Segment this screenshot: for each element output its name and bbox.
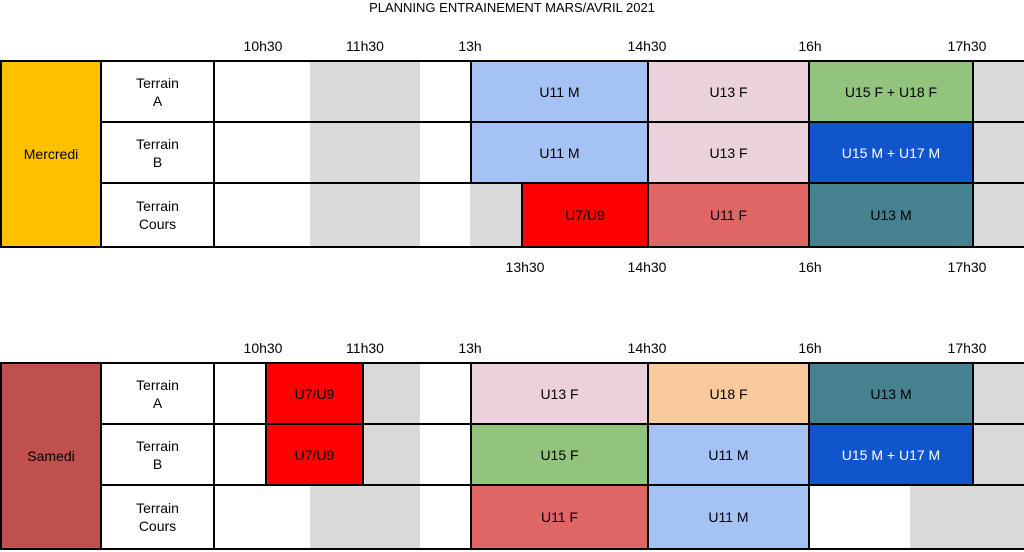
- background: [420, 484, 470, 550]
- background: [213, 362, 265, 425]
- session-block: U13 F: [470, 362, 649, 425]
- background: [213, 182, 310, 248]
- terrain-label: Terrain: [136, 135, 179, 152]
- background: [420, 121, 470, 184]
- session-block: U18 F: [647, 362, 810, 425]
- background: [213, 484, 310, 550]
- time-label: 14h30: [627, 340, 667, 356]
- background: [420, 362, 470, 425]
- background: [420, 182, 470, 248]
- time-label: 14h30: [627, 259, 667, 275]
- session-block: U11 M: [647, 484, 810, 550]
- terrain-label: Terrain: [136, 376, 179, 393]
- time-label: 16h: [798, 340, 822, 356]
- time-label: 17h30: [947, 259, 987, 275]
- background: [213, 121, 310, 184]
- session-block: U15 M + U17 M: [808, 423, 974, 486]
- session-block: U7/U9: [265, 423, 364, 486]
- terrain-label: A: [152, 92, 163, 109]
- time-label: 13h: [458, 38, 482, 54]
- terrain-cell: Terrain Cours: [100, 484, 215, 550]
- day-cell: Samedi: [0, 362, 102, 550]
- terrain-cell: Terrain A: [100, 60, 215, 123]
- session-block: U15 F + U18 F: [808, 60, 974, 123]
- terrain-label: Terrain: [136, 500, 179, 516]
- time-label: 16h: [798, 38, 822, 54]
- session-block: U13 F: [647, 60, 810, 123]
- session-block: U7/U9: [265, 362, 364, 425]
- terrain-cell: Terrain B: [100, 121, 215, 184]
- terrain-label: A: [152, 394, 163, 411]
- session-block: U11 M: [647, 423, 810, 486]
- session-block: U13 F: [647, 121, 810, 184]
- title: PLANNING ENTRAINEMENT MARS/AVRIL 2021: [369, 0, 655, 15]
- session-block: U15 M + U17 M: [808, 121, 974, 184]
- terrain-label: Terrain: [136, 437, 179, 454]
- session-block: U11 F: [470, 484, 649, 550]
- background: [808, 484, 910, 550]
- day-cell: Mercredi: [0, 60, 102, 248]
- terrain-label: B: [152, 455, 163, 472]
- time-label: 16h: [798, 259, 822, 275]
- time-label: 11h30: [346, 38, 384, 54]
- terrain-label: Cours: [138, 518, 177, 534]
- background: [213, 423, 265, 486]
- terrain-cell: Terrain A: [100, 362, 215, 425]
- time-label: 14h30: [627, 38, 667, 54]
- background: [310, 121, 420, 184]
- time-label: 10h30: [243, 38, 283, 54]
- session-block: U11 M: [470, 60, 649, 123]
- background: [420, 423, 470, 486]
- background: [310, 484, 420, 550]
- session-block: U13 M: [808, 362, 974, 425]
- session-block: U11 F: [647, 182, 810, 248]
- session-block: U11 M: [470, 121, 649, 184]
- background: [213, 60, 310, 123]
- time-label: 13h: [458, 340, 482, 356]
- terrain-label: Cours: [138, 216, 177, 232]
- time-label: 10h30: [243, 340, 283, 356]
- session-block: U15 F: [470, 423, 649, 486]
- time-label: 17h30: [947, 38, 987, 54]
- time-label: 13h30: [505, 259, 545, 275]
- background: [310, 182, 420, 248]
- terrain-label: B: [152, 153, 163, 170]
- background: [910, 484, 1024, 550]
- background: [420, 60, 470, 123]
- time-label: 11h30: [346, 340, 384, 356]
- terrain-label: Terrain: [136, 198, 179, 214]
- session-block: U7/U9: [521, 182, 649, 248]
- time-label: 17h30: [947, 340, 987, 356]
- terrain-label: Terrain: [136, 74, 179, 91]
- session-block: U13 M: [808, 182, 974, 248]
- terrain-cell: Terrain B: [100, 423, 215, 486]
- background: [310, 60, 420, 123]
- terrain-cell: Terrain Cours: [100, 182, 215, 248]
